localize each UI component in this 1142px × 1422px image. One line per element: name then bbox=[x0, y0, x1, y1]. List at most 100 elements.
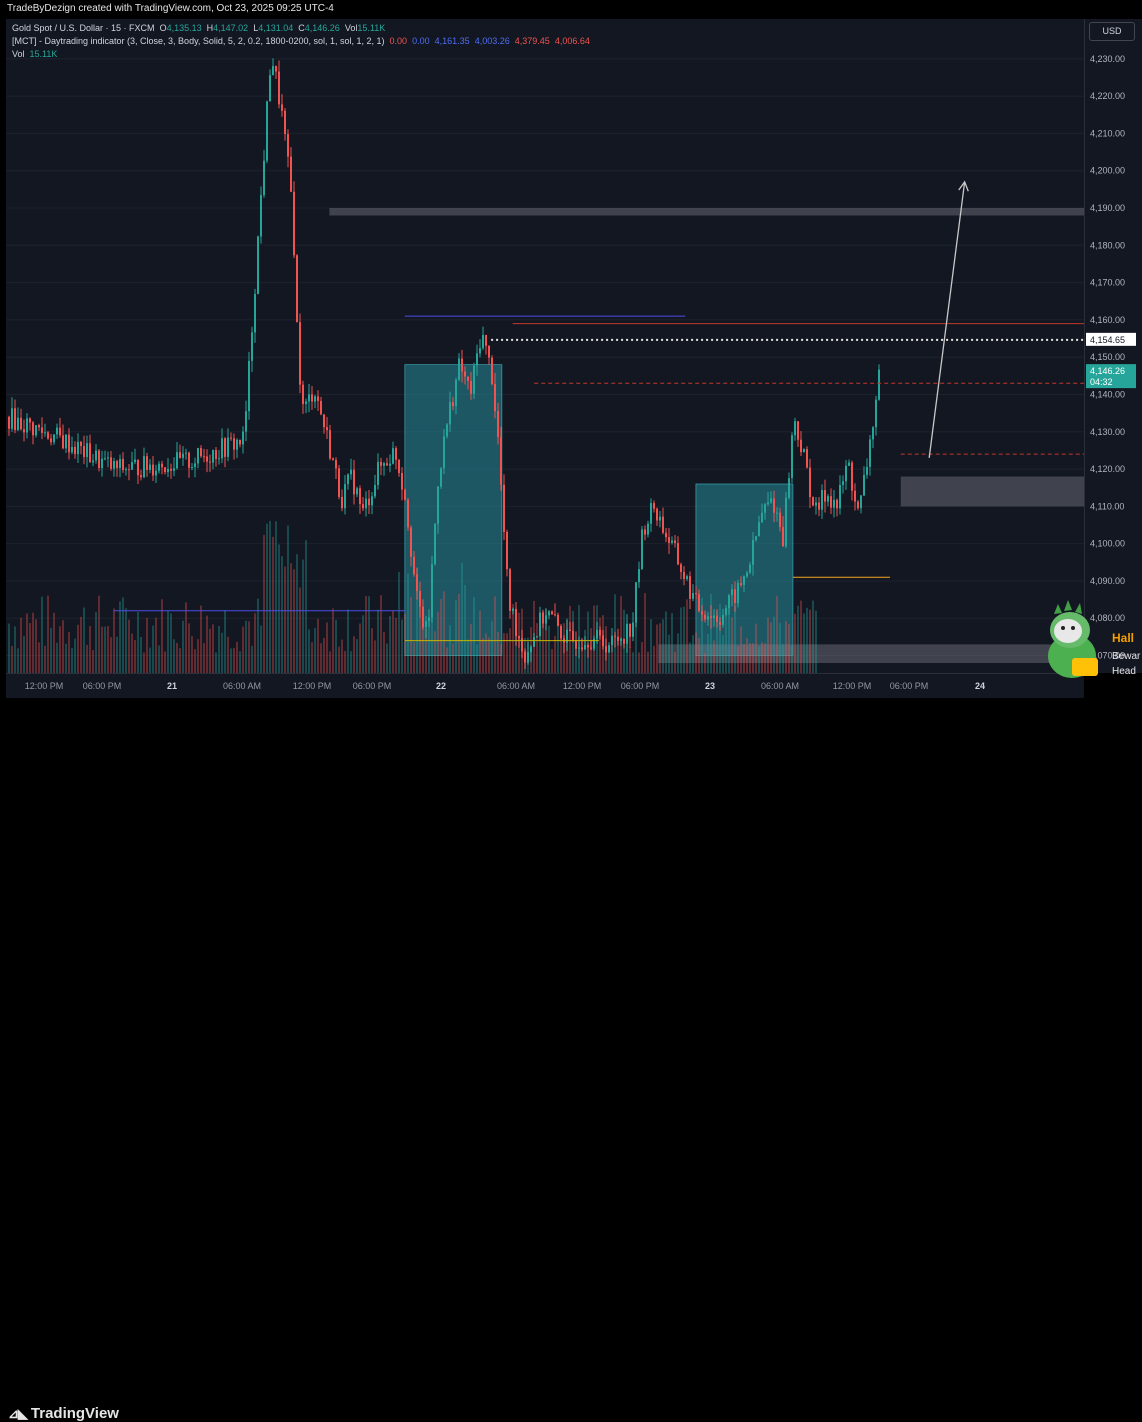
time-axis[interactable]: 12:00 PM 06:00 PM 21 06:00 AM 12:00 PM 06:00 … bbox=[6, 673, 1084, 699]
candle-body bbox=[143, 456, 145, 478]
volume-bar bbox=[470, 624, 472, 673]
volume-bar bbox=[155, 617, 157, 673]
candle-body bbox=[440, 468, 442, 487]
volume-bar bbox=[236, 641, 238, 673]
legend-volume-row: Vol 15.11K bbox=[12, 48, 590, 61]
price-chart[interactable] bbox=[6, 19, 1084, 673]
candle-body bbox=[710, 616, 712, 619]
candle-body bbox=[611, 635, 613, 646]
volume-bar bbox=[437, 611, 439, 673]
volume-bar bbox=[197, 639, 199, 673]
volume-bar bbox=[314, 627, 316, 673]
marker-level-label: 4,154.65 bbox=[1090, 335, 1125, 345]
price-axis[interactable]: 4,230.00 4,220.00 4,210.00 4,200.00 4,190.00… bbox=[1084, 19, 1142, 673]
candle-body bbox=[197, 447, 199, 464]
volume-bar bbox=[434, 631, 436, 673]
candle-body bbox=[32, 422, 34, 436]
candle-body bbox=[260, 195, 262, 237]
candle-body bbox=[650, 503, 652, 524]
volume-bar bbox=[542, 611, 544, 673]
ind-value-6: 4,006.64 bbox=[554, 36, 590, 46]
volume-bar bbox=[800, 600, 802, 673]
candle-body bbox=[530, 646, 532, 653]
candle-body bbox=[107, 457, 109, 459]
candle-body bbox=[626, 623, 628, 644]
candle-body bbox=[11, 408, 13, 429]
volume-bar bbox=[209, 628, 211, 673]
candle-body bbox=[152, 464, 154, 476]
projection-arrow-head bbox=[958, 180, 969, 192]
volume-bar bbox=[653, 645, 655, 673]
candle-body bbox=[836, 499, 838, 509]
price-tick-label: 4,220.00 bbox=[1090, 91, 1125, 101]
candle-body bbox=[239, 439, 241, 445]
candle-body bbox=[77, 441, 79, 455]
volume-bar bbox=[125, 608, 127, 673]
candle-body bbox=[275, 66, 277, 72]
volume-bar bbox=[227, 636, 229, 673]
time-tick-label: 06:00 AM bbox=[497, 681, 535, 691]
candle-body bbox=[248, 360, 250, 412]
candle-body bbox=[770, 498, 772, 503]
tradingview-logo-icon: ⊿◣ bbox=[8, 1406, 28, 1421]
candle-body bbox=[89, 443, 91, 463]
candle-body bbox=[227, 437, 229, 457]
candle-body bbox=[59, 427, 61, 436]
volume-indicator-label[interactable]: Vol bbox=[12, 49, 25, 59]
volume-bar bbox=[350, 651, 352, 673]
candle-body bbox=[233, 438, 235, 450]
candle-body bbox=[407, 499, 409, 528]
symbol-name[interactable]: Gold Spot / U.S. Dollar · 15 · FXCM bbox=[12, 23, 155, 33]
volume-bar bbox=[122, 597, 124, 673]
chart-pane[interactable] bbox=[6, 19, 1084, 673]
promo-banner[interactable]: Hall Bewar Head bbox=[1032, 598, 1142, 690]
candle-body bbox=[494, 384, 496, 412]
volume-bar bbox=[242, 626, 244, 673]
low-value: 4,131.04 bbox=[258, 23, 294, 33]
time-axis-scale[interactable]: 12:00 PM 06:00 PM 21 06:00 AM 12:00 PM 06:00 … bbox=[6, 674, 1084, 699]
volume-bar bbox=[329, 651, 331, 673]
indicator-name[interactable]: [MCT] - Daytrading indicator (3, Close, … bbox=[12, 36, 385, 46]
zone-box bbox=[900, 476, 1084, 507]
candle-body bbox=[623, 638, 625, 644]
volume-bar bbox=[641, 642, 643, 673]
candle-body bbox=[491, 357, 493, 385]
volume-bar bbox=[29, 623, 31, 673]
candle-body bbox=[443, 436, 445, 469]
candle-body bbox=[179, 452, 181, 458]
candle-body bbox=[101, 458, 103, 469]
candle-body bbox=[653, 503, 655, 509]
volume-bar bbox=[203, 643, 205, 673]
candle-body bbox=[578, 647, 580, 649]
candle-body bbox=[851, 462, 853, 491]
price-tick-label: 4,100.00 bbox=[1090, 539, 1125, 549]
volume-bar bbox=[743, 644, 745, 673]
candle-body bbox=[95, 450, 97, 461]
price-axis-scale[interactable]: 4,230.00 4,220.00 4,210.00 4,200.00 4,190.00… bbox=[1085, 19, 1142, 673]
tradingview-logo[interactable]: ⊿◣ TradingView bbox=[8, 1405, 119, 1422]
volume-bar bbox=[728, 608, 730, 673]
candle-body bbox=[20, 417, 22, 430]
volume-bar bbox=[218, 625, 220, 673]
volume-bar bbox=[815, 610, 817, 673]
candle-body bbox=[14, 408, 16, 431]
candle-body bbox=[722, 614, 724, 625]
currency-button[interactable]: USD bbox=[1089, 22, 1135, 41]
volume-bar bbox=[320, 643, 322, 673]
candle-body bbox=[206, 456, 208, 462]
candle-body bbox=[173, 468, 175, 471]
volume-bar bbox=[779, 622, 781, 673]
volume-bar bbox=[806, 607, 808, 673]
candle-body bbox=[683, 571, 685, 580]
candle-body bbox=[356, 488, 358, 495]
volume-bar bbox=[734, 605, 736, 673]
volume-indicator-value: 15.11K bbox=[29, 49, 58, 59]
volume-bar bbox=[716, 610, 718, 673]
candle-body bbox=[818, 502, 820, 510]
volume-bar bbox=[251, 645, 253, 673]
banner-text-2: Head bbox=[1112, 666, 1136, 677]
candle-body bbox=[35, 425, 37, 436]
volume-bar bbox=[620, 596, 622, 673]
candle-body bbox=[698, 594, 700, 612]
volume-bar bbox=[488, 637, 490, 673]
